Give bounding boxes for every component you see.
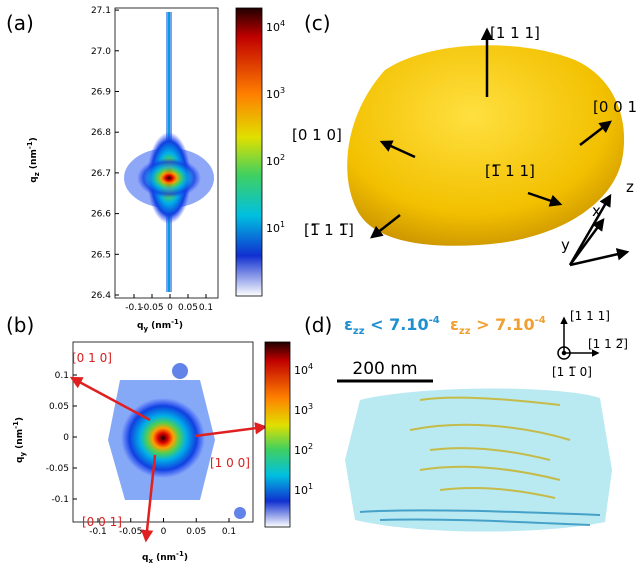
colorbar-tick-label: 103 [266,86,285,101]
y-tick-label: 27.0 [91,47,111,57]
x-tick-label: -0.05 [140,303,163,313]
y-tick-label: 0.05 [49,402,69,412]
axis-label: z [626,178,634,196]
direction-label: [1 1 2̅] [588,337,628,351]
y-tick-label: 26.8 [91,128,111,138]
x-tick-label: -0.05 [119,527,142,537]
axis-label: y [561,236,570,254]
tick-exponent: 4 [280,19,285,28]
colorbar [235,7,263,297]
legend-entry: εzz > 7.10-4 [450,315,546,337]
y-label: qz (nm-1) [26,137,41,182]
tick-exponent: 3 [280,86,285,95]
x-label: qy (nm-1) [137,318,183,333]
direction-label: [0 0 1 [593,98,637,116]
colorbar-tick-label: 102 [294,442,313,457]
direction-label: [0 1 0] [292,126,342,144]
y-tick-label: 26.5 [91,250,111,260]
y-tick-label: 0 [63,433,69,443]
tick-base: 10 [294,364,308,377]
tick-exponent: 2 [308,442,313,451]
panel-label: (d) [304,313,332,337]
axes-frame [114,7,219,299]
y-tick-label: 26.9 [91,88,111,98]
panel-label: (b) [6,313,34,337]
direction-label: [1̅ 1 1̅] [304,221,354,239]
tick-base: 10 [266,88,280,101]
y-tick-label: -0.1 [51,495,69,505]
colorbar-tick-label: 104 [266,19,285,34]
colorbar-tick-label: 104 [294,362,313,377]
heatmap-a [115,8,218,298]
axis-label: x [592,202,601,220]
scale-bar-label: 200 nm [352,359,417,379]
x-tick-label: -0.1 [125,303,143,313]
tick-base: 10 [266,222,280,235]
tick-base: 10 [266,155,280,168]
y-tick-label: 0.1 [55,371,69,381]
tick-exponent: 2 [280,153,285,162]
x-tick-label: 0 [161,527,167,537]
tick-exponent: 3 [308,402,313,411]
colorbar-tick-label: 103 [294,402,313,417]
direction-label: [1 1 1] [490,24,540,42]
direction-arrows [370,27,630,267]
y-tick-label: 26.4 [91,291,111,301]
direction-label: [1̅ 1 1] [485,162,535,180]
colorbar [264,341,291,528]
tick-exponent: 4 [308,362,313,371]
tick-base: 10 [294,444,308,457]
y-label: qy (nm-1) [12,417,27,463]
y-tick-label: 26.7 [91,169,111,179]
y-tick-label: 26.6 [91,210,111,220]
x-tick-label: 0.1 [222,527,236,537]
x-tick-label: 0 [167,303,173,313]
y-tick-label: 27.1 [91,6,111,16]
heatmap-b [73,342,253,522]
legend-entry: εzz < 7.10-4 [344,315,440,337]
direction-label: [0 0 1] [82,515,122,529]
panel-label: (a) [6,11,34,35]
colorbar-tick-label: 101 [294,482,313,497]
y-tick-label: -0.05 [46,464,69,474]
direction-label: [1 1̅ 0] [552,365,592,379]
direction-label: [1 0 0] [210,456,250,470]
direction-label: [0 1 0] [72,351,112,365]
direction-arrows [69,376,268,543]
tick-base: 10 [294,404,308,417]
x-label: qx (nm-1) [142,550,188,565]
tick-base: 10 [294,484,308,497]
tick-base: 10 [266,21,280,34]
orientation-axes [557,316,600,360]
strain-volume [345,388,612,532]
tick-exponent: 1 [308,482,313,491]
x-tick-label: 0.05 [178,303,198,313]
x-tick-label: 0.1 [199,303,213,313]
direction-label: [1 1 1] [570,309,610,323]
panel-label: (c) [304,11,331,35]
colorbar-tick-label: 102 [266,153,285,168]
x-tick-label: -0.1 [89,527,107,537]
x-tick-label: 0.05 [186,527,206,537]
tick-exponent: 1 [280,220,285,229]
colorbar-tick-label: 101 [266,220,285,235]
